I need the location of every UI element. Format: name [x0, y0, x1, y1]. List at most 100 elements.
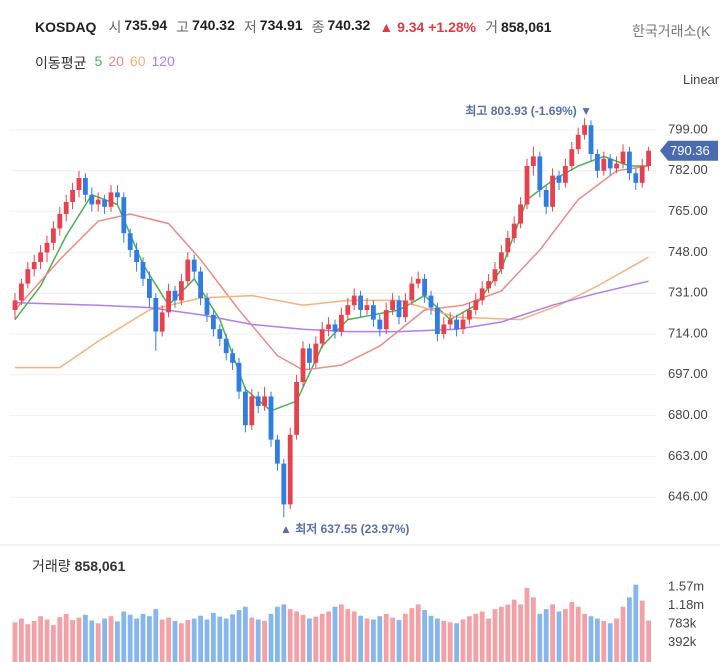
- candle-body: [204, 298, 210, 315]
- volume-bar: [326, 611, 331, 662]
- candle-body: [153, 298, 159, 332]
- volume-bar: [633, 584, 639, 662]
- volume-title: 거래량: [32, 558, 71, 574]
- scale-mode[interactable]: Linear: [683, 72, 720, 87]
- volume-bar: [153, 609, 159, 662]
- volume-bar: [371, 619, 376, 662]
- volume-bar: [115, 621, 120, 662]
- candle-body: [191, 259, 197, 272]
- source[interactable]: 한국거래소(K: [632, 23, 711, 39]
- volume-bar: [614, 618, 619, 662]
- ma-legend-title: 이동평균: [35, 55, 87, 71]
- volume-bar: [25, 624, 31, 662]
- volume-bar: [390, 617, 395, 662]
- volume-bar: [179, 623, 184, 662]
- volume-bar: [582, 613, 587, 662]
- candle-body: [492, 269, 498, 282]
- volume-bar: [339, 604, 344, 662]
- volume-bar: [108, 616, 114, 662]
- volume-bar: [12, 622, 18, 662]
- volume-bar: [70, 619, 75, 662]
- volume-bar: [403, 613, 408, 662]
- candle-body: [76, 178, 82, 190]
- volume-bar: [159, 619, 165, 662]
- volume-bar: [262, 620, 267, 662]
- candle-body: [127, 233, 133, 250]
- candle-body: [31, 262, 37, 270]
- candle-body: [646, 150, 651, 166]
- quote-value: 740.32: [192, 17, 235, 33]
- y-tick-label: 799.00: [668, 121, 708, 136]
- volume-bar: [89, 620, 95, 662]
- volume-bar: [486, 618, 491, 662]
- candle-body: [19, 283, 24, 301]
- quote-label: 시: [108, 19, 122, 35]
- volume-bar: [51, 625, 56, 662]
- candle-body: [281, 463, 287, 505]
- volume-tick-label: 1.18m: [668, 597, 704, 612]
- volume-bar: [63, 613, 69, 662]
- candle-body: [108, 192, 114, 207]
- candle-body: [396, 300, 402, 318]
- quote-label: 고: [176, 19, 190, 35]
- candle-body: [12, 300, 18, 310]
- candle-body: [313, 343, 319, 363]
- volume-bar: [121, 611, 127, 662]
- candle-body: [300, 348, 306, 382]
- volume-bar: [620, 606, 626, 662]
- candle-body: [255, 396, 261, 406]
- volume-bar: [383, 613, 389, 662]
- candle-body: [121, 197, 127, 234]
- candle-body: [140, 262, 146, 279]
- quote-label: 종: [311, 19, 325, 35]
- y-tick-label: 731.00: [668, 285, 708, 300]
- volume-bar: [31, 620, 37, 662]
- candle-body: [44, 242, 50, 253]
- candle-body: [211, 314, 216, 330]
- candle-body: [25, 269, 31, 284]
- volume-bar: [569, 602, 575, 662]
- volume-bar: [351, 611, 357, 662]
- symbol: KOSDAQ: [35, 19, 97, 35]
- candle-body: [326, 324, 331, 330]
- candle-body: [531, 156, 536, 166]
- volume-bar: [57, 617, 63, 662]
- volume-value: 858,061: [500, 19, 552, 35]
- volume-bar: [588, 616, 594, 662]
- volume-bar: [422, 610, 427, 662]
- volume-bar: [102, 618, 107, 662]
- candle-body: [319, 329, 325, 344]
- candle-body: [620, 151, 626, 164]
- candle-body: [550, 175, 555, 207]
- candle-body: [230, 353, 235, 363]
- volume-bar: [537, 613, 543, 662]
- volume-bar: [543, 609, 549, 662]
- y-tick-label: 714.00: [668, 325, 708, 340]
- volume-bar: [518, 604, 523, 662]
- quote-header: KOSDAQ 시 735.94 고 740.32 저 734.91 종 740.32 ▲ 9.…: [35, 17, 561, 37]
- volume-bar: [95, 623, 101, 662]
- volume-bar: [575, 606, 581, 662]
- candle-body: [486, 281, 491, 289]
- volume-tick-label: 392k: [668, 634, 697, 649]
- quote-items: 시 735.94 고 740.32 저 734.91 종 740.32: [108, 17, 379, 37]
- candle-body: [435, 307, 440, 334]
- y-tick-label: 782.00: [668, 162, 708, 177]
- candle-body: [89, 194, 95, 205]
- candle-body: [614, 163, 619, 169]
- candle-body: [511, 223, 517, 238]
- volume-bar: [275, 606, 280, 662]
- volume-bar: [19, 618, 24, 662]
- volume-bar: [230, 614, 235, 662]
- volume-bar: [499, 606, 504, 662]
- volume-bar: [460, 619, 466, 662]
- candle-body: [268, 396, 274, 440]
- volume-label: 거: [485, 19, 498, 35]
- volume-bar: [307, 618, 312, 662]
- candle-body: [588, 125, 594, 154]
- volume-bar: [396, 619, 402, 662]
- candle-body: [364, 305, 370, 310]
- volume-bar: [268, 613, 274, 662]
- candle-body: [57, 214, 63, 229]
